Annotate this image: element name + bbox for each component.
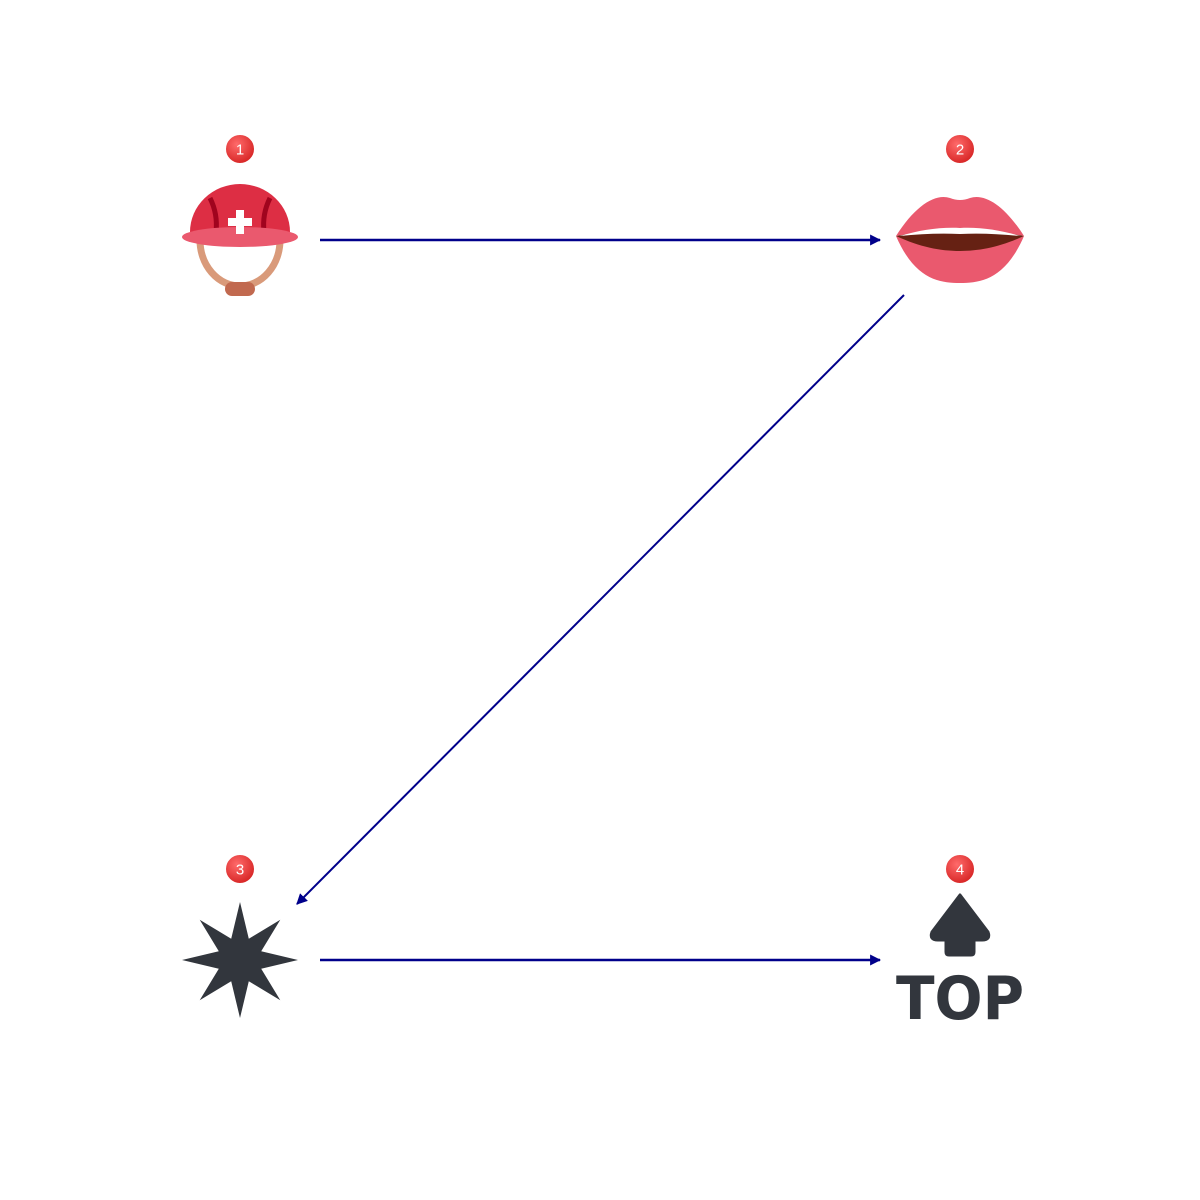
node-1: 1 [182, 133, 298, 296]
node-3: 3 [182, 853, 298, 1018]
node-4: 4 TOP [896, 853, 1024, 1034]
badge-4: 4 [944, 853, 976, 885]
badge-3-label: 3 [236, 862, 244, 879]
eight-pointed-star-icon [182, 902, 298, 1018]
edge-2-to-3 [296, 294, 905, 905]
top-label: TOP [896, 964, 1024, 1034]
badge-2: 2 [944, 133, 976, 165]
badge-1-label: 1 [236, 142, 244, 159]
badge-3: 3 [224, 853, 256, 885]
mouth-icon [896, 196, 1024, 283]
badge-2-label: 2 [956, 142, 964, 159]
top-arrow-icon: TOP [896, 893, 1024, 1034]
badge-1: 1 [224, 133, 256, 165]
rescue-worker-helmet-icon [182, 184, 298, 296]
node-2: 2 [896, 133, 1024, 283]
badge-4-label: 4 [956, 862, 964, 879]
